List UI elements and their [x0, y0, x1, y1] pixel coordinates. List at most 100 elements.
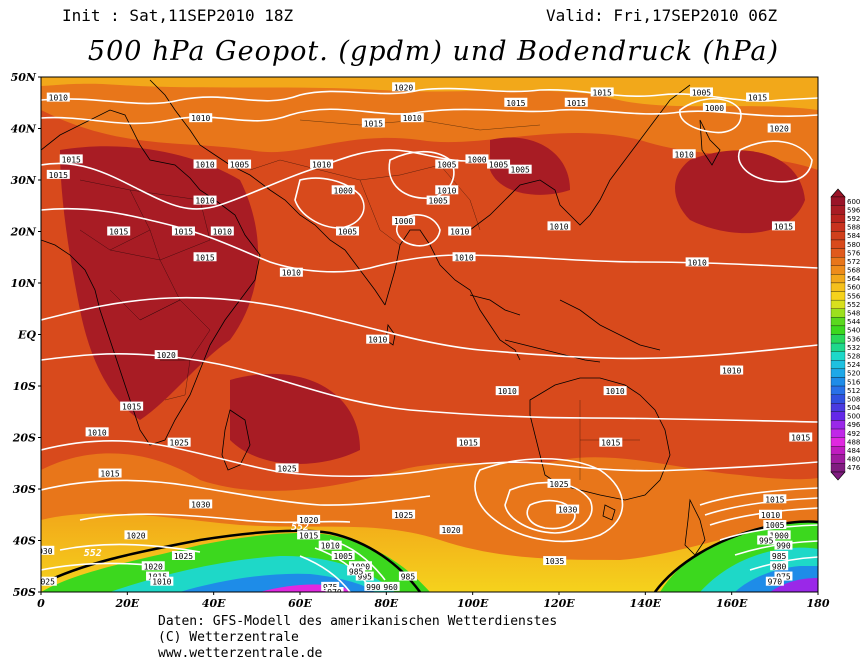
isobar-label-bg — [228, 159, 252, 169]
isobar-label: 995 — [757, 535, 776, 546]
colorbar-swatch — [830, 325, 846, 335]
isobar-label-bg — [564, 97, 588, 107]
isobar-label-bg — [763, 520, 787, 530]
isobar-label-bg — [46, 92, 70, 102]
isobar-label-bg — [590, 87, 614, 97]
isobar-label: 1010 — [759, 509, 783, 520]
isobar-label: 1015 — [763, 494, 787, 504]
isobar-label-text: 1010 — [450, 228, 469, 237]
colorbar-label: 544 — [847, 318, 861, 326]
isobar-label-bg — [41, 576, 57, 586]
isobar-label-text: 1010 — [152, 578, 171, 587]
lat-label: 10N — [11, 277, 37, 290]
isobar-label-bg — [167, 437, 191, 447]
isobar-label: 1010 — [603, 386, 627, 396]
isobar-label-bg — [508, 164, 532, 174]
colorbar-swatch — [830, 291, 846, 301]
colorbar-swatch — [830, 222, 846, 232]
colorbar-swatch — [830, 317, 846, 327]
isobar-label-text: 1025 — [170, 439, 189, 448]
isobar-label-bg — [124, 530, 148, 540]
colorbar-swatch — [830, 454, 846, 464]
isobar-label-text: 1015 — [567, 99, 586, 108]
isobar-label-text: 1015 — [506, 99, 525, 108]
colorbar-label: 596 — [847, 206, 861, 214]
contour-label: 552 — [84, 548, 102, 559]
isobar-label-bg — [770, 550, 789, 560]
africa-high — [60, 146, 259, 420]
isobar-label-text: 1005 — [437, 161, 456, 170]
southeast-violet — [770, 578, 818, 592]
isobar-label: 1025 — [36, 576, 57, 587]
colorbar-swatch — [830, 463, 846, 473]
isobar-label-text: 1015 — [299, 531, 318, 540]
colorbar-swatch — [830, 265, 846, 275]
isobar-label: 985 — [770, 550, 789, 561]
colorbar-label: 496 — [847, 421, 861, 429]
isobar-label: 1010 — [279, 267, 303, 278]
colorbar-swatch — [830, 239, 846, 249]
isobar-label: 1005 — [487, 159, 511, 170]
isobar-label: 1010 — [448, 226, 472, 237]
isobar-label: 1015 — [107, 226, 131, 237]
colorbar-swatch — [830, 394, 846, 404]
isobar-label: 1025 — [547, 478, 571, 489]
colorbar-top-arrow — [830, 188, 846, 198]
lat-label: 30N — [11, 174, 37, 187]
isobar-label-bg — [189, 499, 213, 509]
lon-label: 140E — [630, 597, 662, 610]
isobar-label-bg — [392, 82, 416, 92]
isobar-label-bg — [746, 92, 770, 102]
isobar-label-bg — [193, 195, 217, 205]
contour-label: 552 — [291, 522, 309, 533]
colorbar-label: 508 — [847, 395, 860, 403]
lon-label: 40E — [202, 597, 226, 610]
isobar-label-bg — [765, 576, 784, 586]
isobar-label: 1005 — [331, 550, 355, 561]
colorbar-label: 540 — [847, 327, 860, 335]
isobar-label-bg — [689, 87, 713, 97]
isobar-label: 1030 — [556, 504, 580, 515]
isobar-label-text: 1005 — [692, 88, 711, 97]
isobar-label-bg — [685, 257, 709, 267]
isobar-label-bg — [141, 561, 165, 571]
latitude-axis: 50N 40N 30N 20N 10N EQ 10S 20S 30S 40S 50S — [10, 71, 41, 599]
isobar-label-text: 1015 — [49, 171, 68, 180]
isobar-label: 1015 — [120, 401, 144, 412]
isobar-label-text: 1015 — [100, 470, 119, 479]
isobar-label: 1015 — [46, 169, 70, 180]
isobar-label: 1015 — [456, 437, 480, 448]
isobar-label-text: 1000 — [770, 531, 789, 540]
isobar-label: 1010 — [400, 113, 424, 123]
isobar-label: 1020 — [392, 82, 416, 92]
contour-552-east — [653, 520, 818, 592]
isobar-label-text: 1000 — [334, 186, 353, 195]
isobar-label-text: 1020 — [770, 125, 789, 134]
isobar-label-text: 1010 — [195, 161, 214, 170]
isobar-label: 1015 — [789, 432, 813, 443]
isobar-label-bg — [297, 530, 321, 540]
isobar-label-bg — [120, 401, 144, 411]
isobar-label-bg — [46, 169, 70, 179]
isobar-label: 985 — [398, 571, 417, 582]
colorbar-swatch — [830, 446, 846, 455]
colorbar-label: 520 — [847, 370, 860, 378]
colorbar-swatch — [830, 274, 846, 284]
isobar-label-bg — [107, 226, 131, 236]
isobar-label-bg — [720, 365, 744, 375]
colorbar-label: 524 — [847, 361, 861, 369]
isobar-label-text: 990 — [776, 542, 791, 551]
isobar-label-text: 1025 — [36, 578, 55, 587]
isobar-label-bg — [154, 350, 178, 360]
isobar-label-text: 1015 — [109, 228, 128, 237]
isobar-label-bg — [487, 159, 511, 169]
isobar-label-bg — [348, 561, 372, 571]
colorbar-swatch — [830, 411, 846, 421]
colorbar-swatch — [830, 377, 846, 387]
isobar-label: 1015 — [193, 252, 217, 262]
colorbar-label: 548 — [847, 310, 860, 318]
isobar-label-bg — [759, 509, 783, 519]
colorbar-label: 500 — [847, 413, 860, 421]
lon-label: 80E — [374, 597, 398, 610]
isobar-label-bg — [767, 123, 791, 133]
